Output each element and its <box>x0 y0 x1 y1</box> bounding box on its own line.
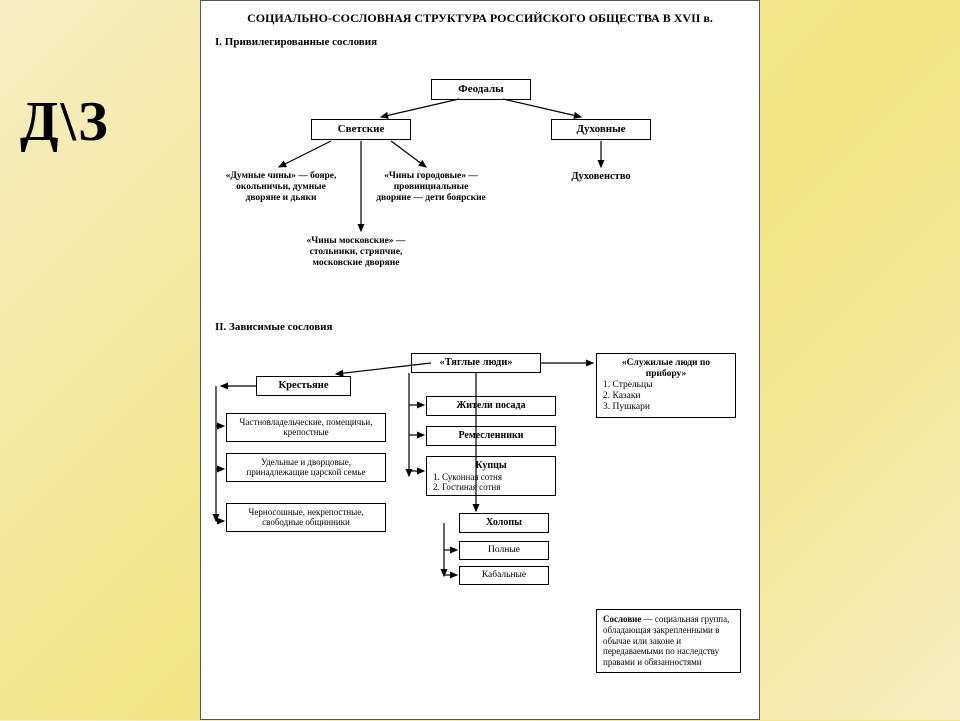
page-title: СОЦИАЛЬНО-СОСЛОВНАЯ СТРУКТУРА РОССИЙСКОГ… <box>201 1 759 32</box>
node-gorodovye: «Чины городовые» — провинциальные дворян… <box>376 171 486 204</box>
node-k2: Удельные и дворцовые, принадлежащие царс… <box>226 453 386 482</box>
node-sluzhilye: «Служилые люди по прибору» 1. Стрельцы 2… <box>596 353 736 418</box>
definition-box: Сословие — социальная группа, обладающая… <box>596 609 741 673</box>
node-tyaglye: «Тяглые люди» <box>411 353 541 373</box>
kupcy-list: 1. Суконная сотня 2. Гостиная сотня <box>433 472 549 493</box>
node-moskovskie: «Чины московские» — стольники, стряпчие,… <box>301 236 411 269</box>
node-krestyane: Крестьяне <box>256 376 351 396</box>
node-dumnye: «Думные чины» — бояре, окольничьи, думны… <box>221 171 341 204</box>
diagram-page: СОЦИАЛЬНО-СОСЛОВНАЯ СТРУКТУРА РОССИЙСКОГ… <box>200 0 760 720</box>
section-2-heading: II. Зависимые сословия <box>201 319 346 337</box>
node-polnye: Полные <box>459 541 549 560</box>
node-k1: Частновладельческие, помещичьи, крепостн… <box>226 413 386 442</box>
node-duhovenstvo: Духовенство <box>546 171 656 183</box>
node-k3: Черносошные, некрепостные, свободные общ… <box>226 503 386 532</box>
node-kabalnye: Кабальные <box>459 566 549 585</box>
sluzhilye-list: 1. Стрельцы 2. Казаки 3. Пушкари <box>603 380 729 413</box>
node-holopy: Холопы <box>459 513 549 533</box>
sluzhilye-title: «Служилые люди по прибору» <box>603 358 729 380</box>
node-kupcy: Купцы 1. Суконная сотня 2. Гостиная сотн… <box>426 456 556 496</box>
node-posad: Жители посада <box>426 396 556 416</box>
node-duhovnye: Духовные <box>551 119 651 140</box>
section-1-heading: I. Привилегированные сословия <box>201 34 759 52</box>
side-label: Д\З <box>20 90 110 154</box>
node-remeslenniki: Ремесленники <box>426 426 556 446</box>
kupcy-title: Купцы <box>433 460 549 472</box>
def-term: Сословие <box>603 614 641 624</box>
node-svetskie: Светские <box>311 119 411 140</box>
node-feodaly: Феодалы <box>431 79 531 100</box>
